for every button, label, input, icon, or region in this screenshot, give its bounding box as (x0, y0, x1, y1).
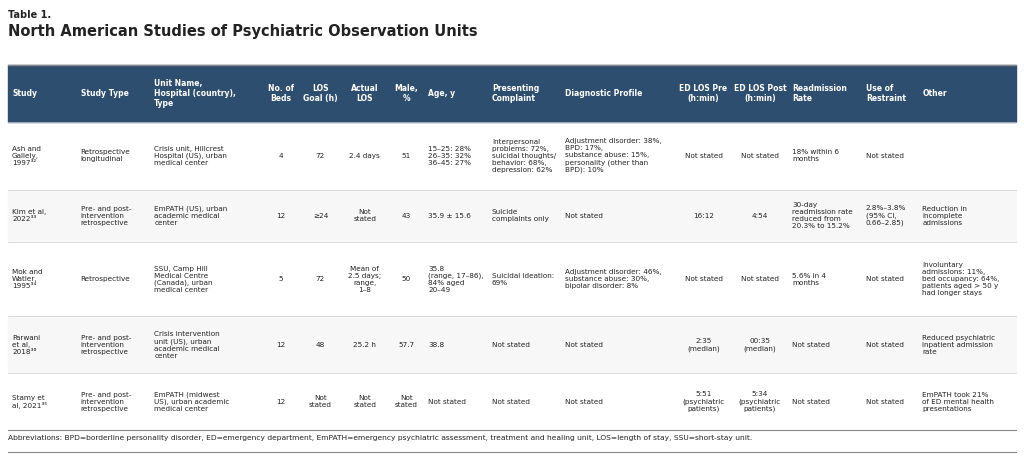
Text: 00:35
(median): 00:35 (median) (743, 338, 776, 352)
Text: 51: 51 (401, 153, 411, 159)
Text: Suicide
complaints only: Suicide complaints only (492, 209, 549, 223)
Text: 15–25: 28%
26–35: 32%
36–45: 27%: 15–25: 28% 26–35: 32% 36–45: 27% (428, 146, 471, 166)
Text: 5: 5 (279, 276, 284, 282)
Text: Pre- and post-
intervention
retrospective: Pre- and post- intervention retrospectiv… (81, 206, 131, 226)
Text: Study Type: Study Type (81, 89, 129, 98)
Text: 50: 50 (401, 276, 411, 282)
Text: Adjustment disorder: 38%,
BPD: 17%,
substance abuse: 15%,
personality (other tha: Adjustment disorder: 38%, BPD: 17%, subs… (565, 138, 663, 174)
Text: Mean of
2.5 days;
range,
1–8: Mean of 2.5 days; range, 1–8 (348, 266, 381, 293)
Text: 5:34
(psychiatric
patients): 5:34 (psychiatric patients) (739, 391, 781, 412)
Text: North American Studies of Psychiatric Observation Units: North American Studies of Psychiatric Ob… (8, 24, 477, 39)
Text: Not stated: Not stated (565, 213, 603, 219)
Text: 30-day
readmission rate
reduced from
20.3% to 15.2%: 30-day readmission rate reduced from 20.… (793, 202, 853, 230)
Text: Not
stated: Not stated (353, 209, 377, 223)
Text: Not stated: Not stated (741, 153, 779, 159)
Text: Not stated: Not stated (793, 342, 830, 348)
Text: LOS
Goal (h): LOS Goal (h) (303, 84, 338, 103)
Text: ≥24: ≥24 (312, 213, 328, 219)
Text: Involuntary
admissions: 11%,
bed occupancy: 64%,
patients aged > 50 y
had longer: Involuntary admissions: 11%, bed occupan… (923, 262, 999, 296)
Text: 48: 48 (315, 342, 325, 348)
Text: Presenting
Complaint: Presenting Complaint (492, 84, 540, 103)
Text: Parwani
et al,
2018³⁶: Parwani et al, 2018³⁶ (12, 335, 40, 355)
Text: 18% within 6
months: 18% within 6 months (793, 149, 840, 162)
Text: 72: 72 (315, 276, 325, 282)
Text: Not stated: Not stated (684, 153, 723, 159)
Text: Not stated: Not stated (741, 276, 779, 282)
Text: Retrospective: Retrospective (81, 276, 130, 282)
Text: Not stated: Not stated (866, 398, 904, 404)
Text: 12: 12 (276, 398, 286, 404)
Text: Stamy et
al, 2021³⁵: Stamy et al, 2021³⁵ (12, 394, 47, 409)
Text: Retrospective
longitudinal: Retrospective longitudinal (81, 149, 130, 162)
Text: 57.7: 57.7 (398, 342, 415, 348)
Text: 2.4 days: 2.4 days (349, 153, 380, 159)
Text: 2.8%–3.8%
(95% CI,
0.66–2.85): 2.8%–3.8% (95% CI, 0.66–2.85) (866, 206, 906, 226)
Text: Not stated: Not stated (492, 342, 529, 348)
Text: Not
stated: Not stated (309, 395, 332, 408)
Text: Diagnostic Profile: Diagnostic Profile (565, 89, 643, 98)
Text: 25.2 h: 25.2 h (353, 342, 376, 348)
Text: 72: 72 (315, 153, 325, 159)
Text: Ash and
Gallely,
1997³²: Ash and Gallely, 1997³² (12, 146, 41, 166)
Text: Not
stated: Not stated (353, 395, 377, 408)
Text: 12: 12 (276, 213, 286, 219)
Text: EmPATH (midwest
US), urban academic
medical center: EmPATH (midwest US), urban academic medi… (155, 391, 229, 412)
Text: Not stated: Not stated (866, 342, 904, 348)
Text: 35.9 ± 15.6: 35.9 ± 15.6 (428, 213, 471, 219)
Text: Reduced psychiatric
inpatient admission
rate: Reduced psychiatric inpatient admission … (923, 335, 995, 355)
Text: Table 1.: Table 1. (8, 10, 51, 20)
Text: Actual
LOS: Actual LOS (351, 84, 379, 103)
Text: Use of
Restraint: Use of Restraint (866, 84, 906, 103)
Text: Not stated: Not stated (866, 153, 904, 159)
Text: Kim et al,
2022³³: Kim et al, 2022³³ (12, 209, 46, 223)
Text: ED LOS Post
(h:min): ED LOS Post (h:min) (733, 84, 786, 103)
Text: Crisis unit, Hillcrest
Hospital (US), urban
medical center: Crisis unit, Hillcrest Hospital (US), ur… (155, 146, 227, 166)
Text: 12: 12 (276, 342, 286, 348)
Text: 4: 4 (279, 153, 284, 159)
Text: Pre- and post-
intervention
retrospective: Pre- and post- intervention retrospectiv… (81, 335, 131, 355)
Text: No. of
Beds: No. of Beds (268, 84, 294, 103)
Text: 43: 43 (401, 213, 411, 219)
Text: Male,
%: Male, % (394, 84, 418, 103)
Text: Age, y: Age, y (428, 89, 456, 98)
Text: 38.8: 38.8 (428, 342, 444, 348)
Text: Pre- and post-
intervention
retrospective: Pre- and post- intervention retrospectiv… (81, 392, 131, 412)
Text: Readmission
Rate: Readmission Rate (793, 84, 847, 103)
Text: Interpersonal
problems: 72%,
suicidal thoughts/
behavior: 68%,
depression: 62%: Interpersonal problems: 72%, suicidal th… (492, 139, 556, 173)
Text: Suicidal ideation:
69%: Suicidal ideation: 69% (492, 273, 554, 286)
Text: Not stated: Not stated (565, 398, 603, 404)
Text: Not stated: Not stated (793, 398, 830, 404)
Text: Abbreviations: BPD=borderline personality disorder, ED=emergency department, EmP: Abbreviations: BPD=borderline personalit… (8, 435, 753, 441)
Text: Not stated: Not stated (428, 398, 466, 404)
Text: Reduction in
incomplete
admissions: Reduction in incomplete admissions (923, 206, 968, 226)
Text: Not stated: Not stated (684, 276, 723, 282)
Text: 35.8
(range, 17–86),
84% aged
20–49: 35.8 (range, 17–86), 84% aged 20–49 (428, 265, 484, 293)
Text: EmPATH took 21%
of ED mental health
presentations: EmPATH took 21% of ED mental health pres… (923, 392, 994, 412)
Text: Mok and
Watler,
1995³⁴: Mok and Watler, 1995³⁴ (12, 269, 43, 289)
Text: Unit Name,
Hospital (country),
Type: Unit Name, Hospital (country), Type (155, 78, 237, 108)
Text: Other: Other (923, 89, 947, 98)
Text: Not stated: Not stated (565, 342, 603, 348)
Text: SSU, Camp Hill
Medical Centre
(Canada), urban
medical center: SSU, Camp Hill Medical Centre (Canada), … (155, 265, 213, 293)
Text: Not
stated: Not stated (394, 395, 418, 408)
Text: 5.6% in 4
months: 5.6% in 4 months (793, 273, 826, 286)
Text: Not stated: Not stated (866, 276, 904, 282)
Text: 4:54: 4:54 (752, 213, 768, 219)
Text: ED LOS Pre
(h:min): ED LOS Pre (h:min) (680, 84, 728, 103)
Text: EmPATH (US), urban
academic medical
center: EmPATH (US), urban academic medical cent… (155, 206, 227, 226)
Text: Study: Study (12, 89, 37, 98)
Text: Crisis intervention
unit (US), urban
academic medical
center: Crisis intervention unit (US), urban aca… (155, 331, 220, 358)
Text: Adjustment disorder: 46%,
substance abuse: 30%,
bipolar disorder: 8%: Adjustment disorder: 46%, substance abus… (565, 269, 663, 289)
Text: 2:35
(median): 2:35 (median) (687, 338, 720, 352)
Text: 5:51
(psychiatric
patients): 5:51 (psychiatric patients) (682, 391, 725, 412)
Text: Not stated: Not stated (492, 398, 529, 404)
Text: 16:12: 16:12 (693, 213, 714, 219)
